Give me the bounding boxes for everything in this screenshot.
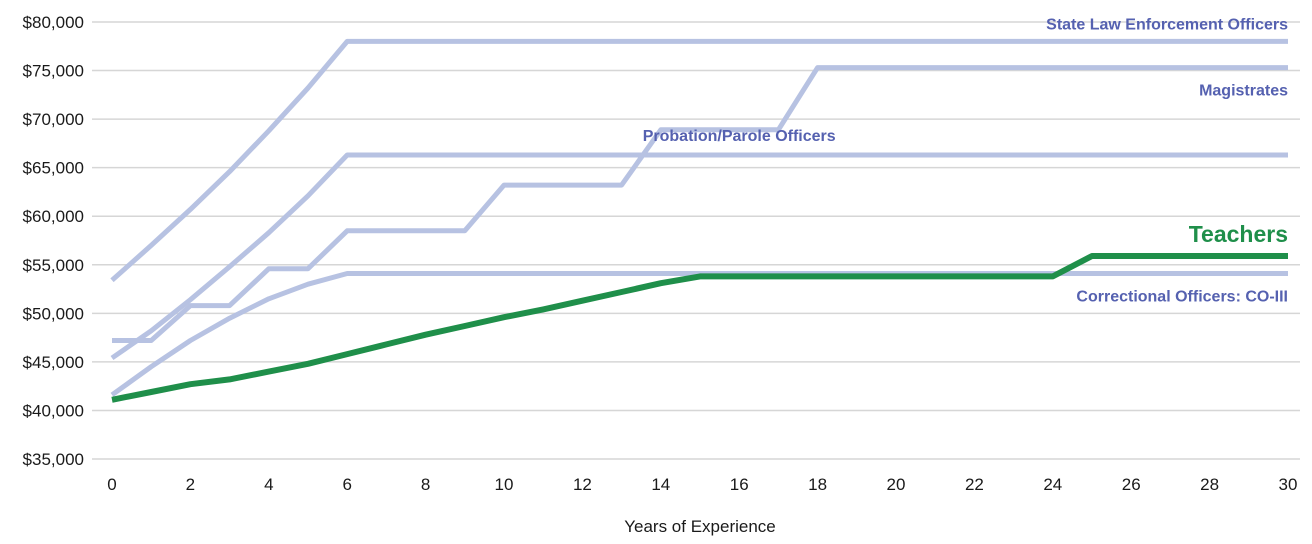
x-tick-label: 24 — [1043, 475, 1062, 494]
series-label: Magistrates — [1199, 83, 1288, 100]
series-label: Probation/Parole Officers — [643, 128, 836, 145]
y-tick-label: $45,000 — [23, 353, 84, 372]
y-axis-ticks: $35,000 $40,000 $45,000 $50,000 $55,000 $60,0… — [23, 13, 84, 469]
y-tick-label: $70,000 — [23, 110, 84, 129]
series-line — [110, 38, 1288, 283]
y-tick-label: $65,000 — [23, 159, 84, 178]
x-tick-label: 14 — [651, 475, 670, 494]
y-tick-label: $50,000 — [23, 304, 84, 323]
x-tick-label: 8 — [421, 475, 430, 494]
series-line — [110, 152, 1288, 361]
grid-lines — [92, 21, 1300, 460]
x-axis-label: Years of Experience — [624, 517, 776, 536]
x-tick-label: 4 — [264, 475, 273, 494]
x-tick-label: 20 — [887, 475, 906, 494]
x-tick-label: 22 — [965, 475, 984, 494]
x-tick-label: 26 — [1122, 475, 1141, 494]
x-tick-label: 2 — [186, 475, 195, 494]
y-tick-label: $80,000 — [23, 13, 84, 32]
series-line — [111, 253, 1288, 403]
series-line — [112, 65, 1288, 343]
y-tick-label: $40,000 — [23, 401, 84, 420]
x-axis-ticks: 0 2 4 6 8 10 12 14 16 18 20 22 24 26 28 30 — [107, 475, 1297, 494]
x-tick-label: 0 — [107, 475, 116, 494]
y-tick-label: $60,000 — [23, 207, 84, 226]
y-tick-label: $35,000 — [23, 450, 84, 469]
series-label: Teachers — [1189, 221, 1288, 247]
series-line — [110, 271, 1288, 397]
x-tick-label: 12 — [573, 475, 592, 494]
x-tick-label: 6 — [342, 475, 351, 494]
series-label: Correctional Officers: CO-III — [1076, 289, 1288, 306]
x-tick-label: 10 — [495, 475, 514, 494]
series-lines — [110, 38, 1288, 403]
x-tick-label: 28 — [1200, 475, 1219, 494]
x-tick-label: 16 — [730, 475, 749, 494]
x-tick-label: 30 — [1279, 475, 1298, 494]
y-tick-label: $55,000 — [23, 256, 84, 275]
series-labels: State Law Enforcement Officers Magistrate… — [643, 16, 1288, 305]
y-tick-label: $75,000 — [23, 62, 84, 81]
series-label: State Law Enforcement Officers — [1046, 16, 1288, 33]
x-tick-label: 18 — [808, 475, 827, 494]
